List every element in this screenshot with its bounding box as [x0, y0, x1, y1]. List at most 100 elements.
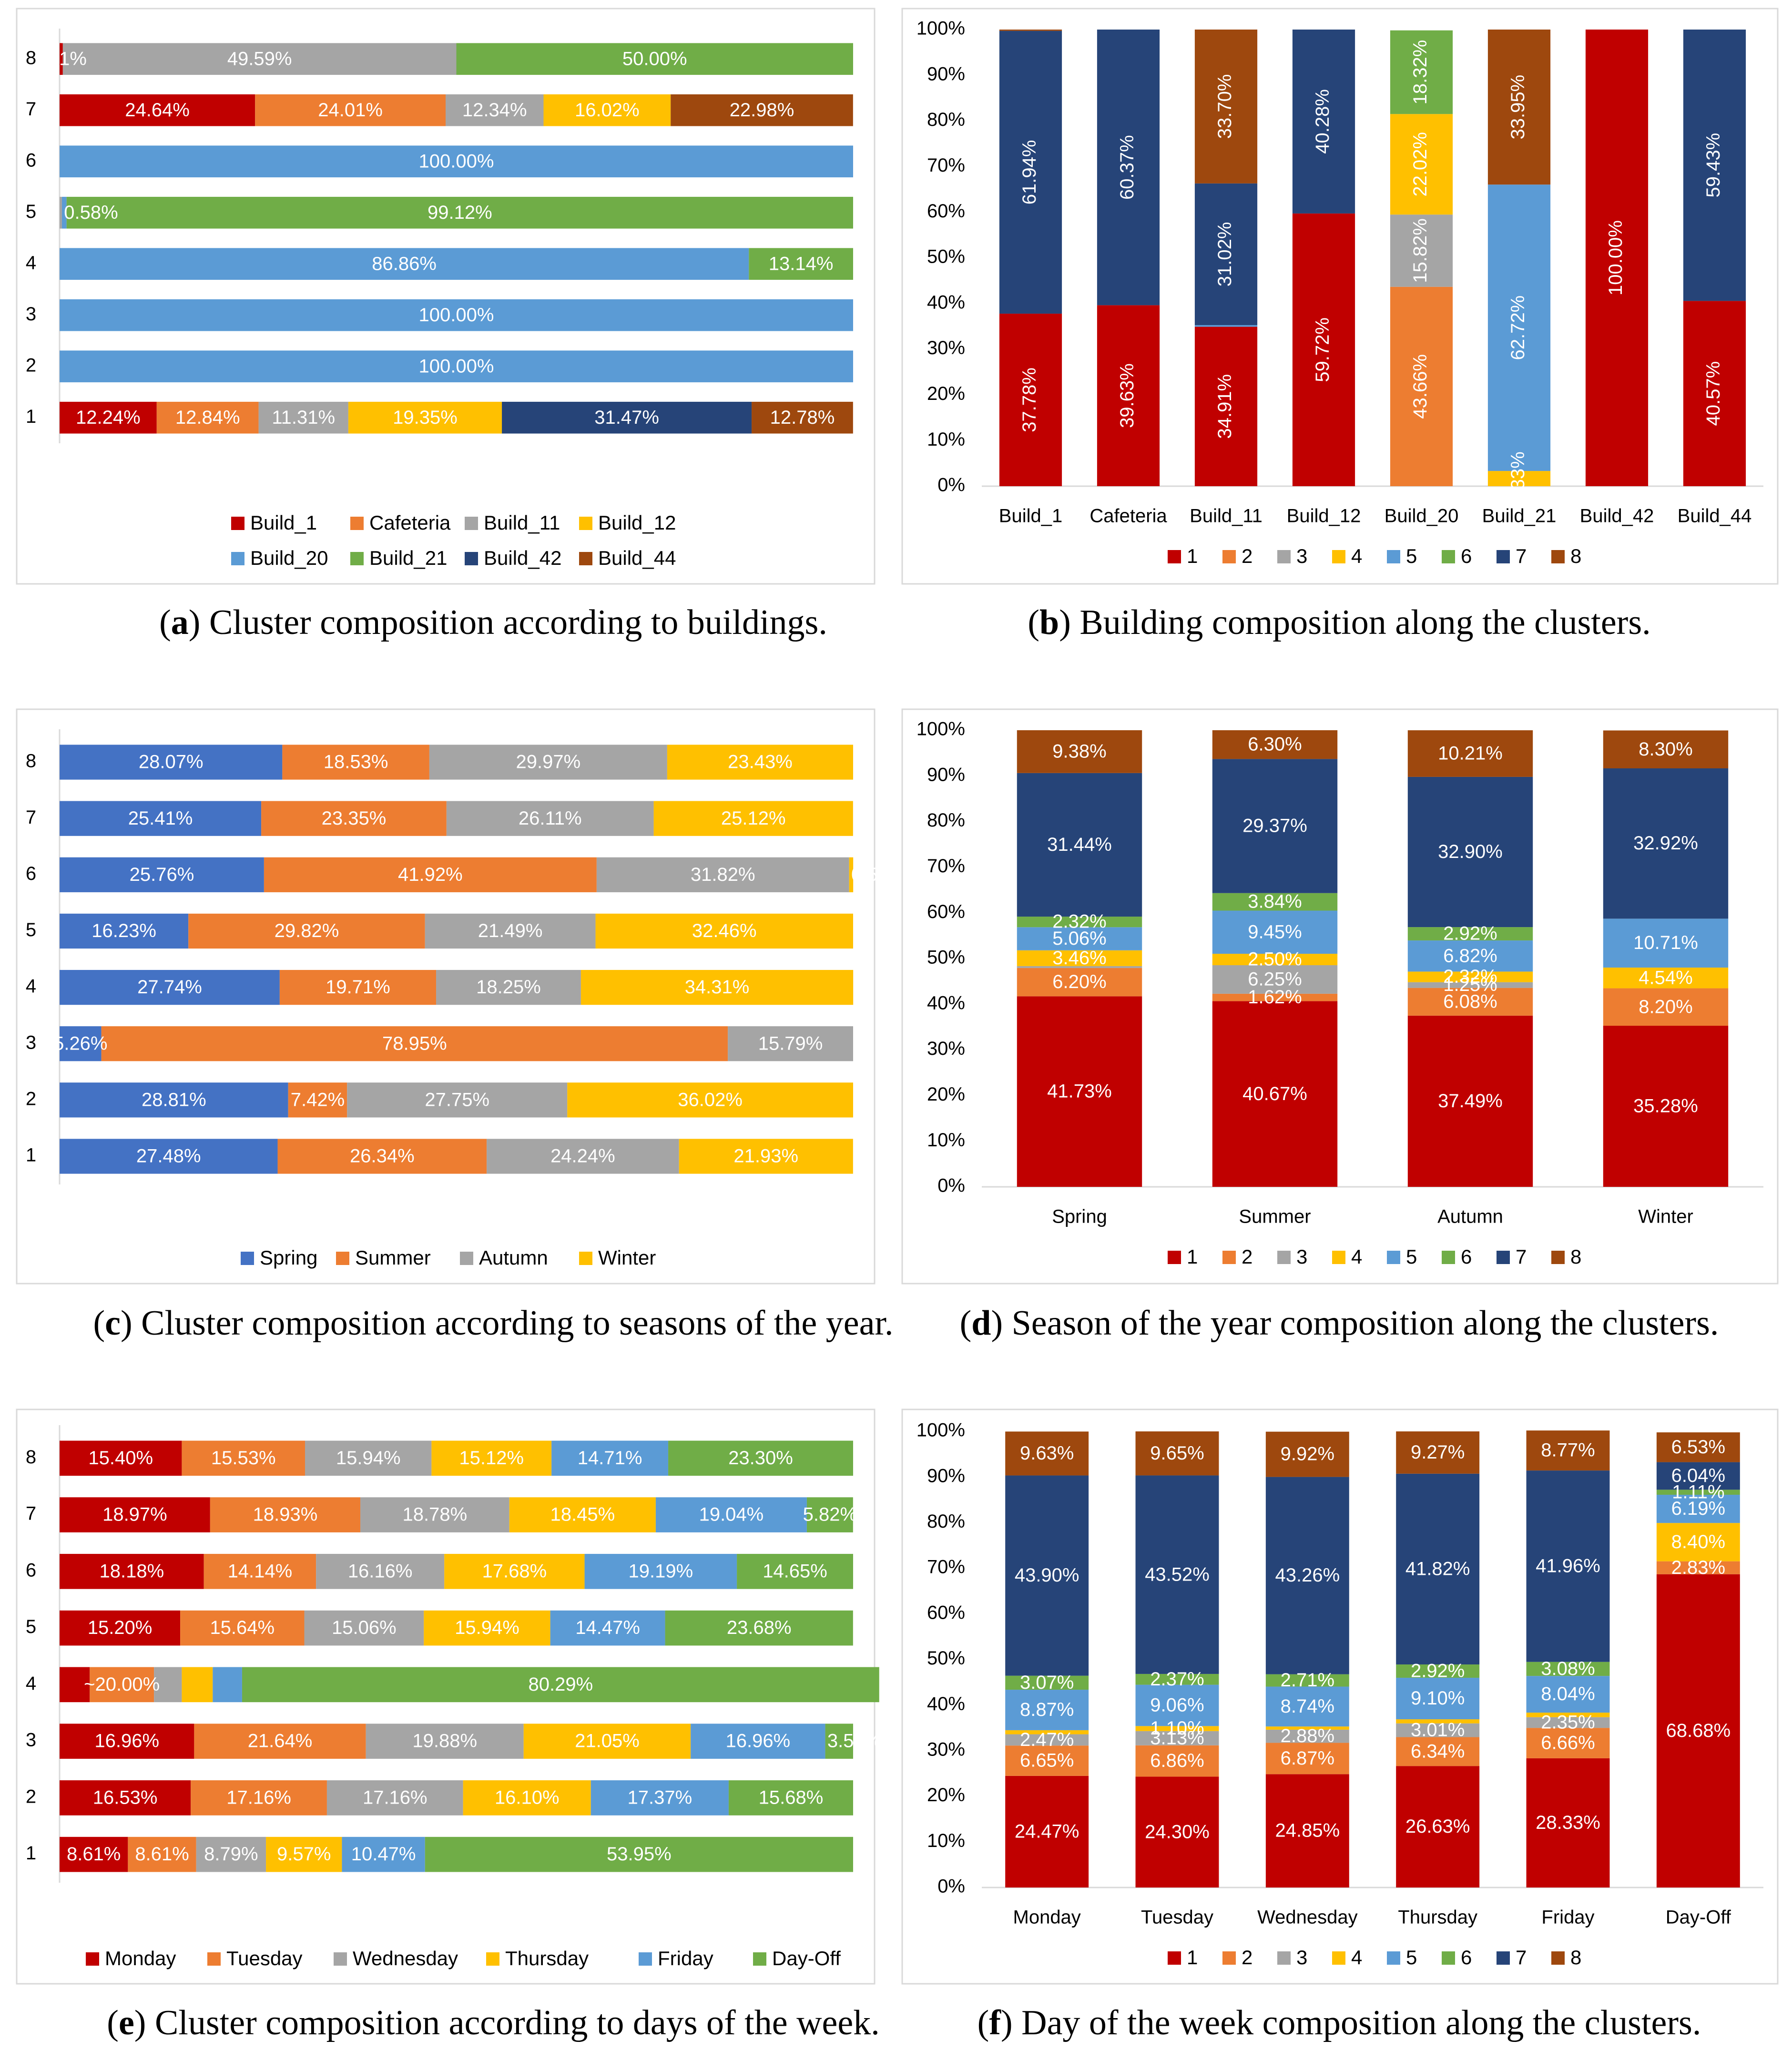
y-tick-label: 1 — [26, 1145, 36, 1166]
caption-paren: ( — [960, 1304, 972, 1343]
caption-paren: ( — [93, 1304, 105, 1343]
bar-segment — [60, 1780, 191, 1816]
data-label: 2.83% — [1671, 1557, 1725, 1578]
bar-segment — [543, 94, 671, 126]
data-label: 16.10% — [495, 1787, 560, 1808]
legend-swatch — [1277, 1951, 1291, 1965]
legend-item: 5 — [1387, 545, 1417, 567]
data-label: 32.92% — [1633, 833, 1698, 854]
data-label: 14.14% — [228, 1561, 293, 1581]
data-label: 2.37% — [1150, 1669, 1204, 1690]
legend-swatch — [579, 1252, 592, 1265]
bar-segment — [60, 1440, 182, 1476]
y-tick-label: 90% — [927, 1465, 965, 1486]
y-tick-label: 5 — [26, 919, 36, 940]
bar-segment — [1005, 1730, 1089, 1735]
bar-segment — [679, 1139, 853, 1174]
bar-segment — [1603, 730, 1729, 768]
bar-segment — [60, 196, 62, 229]
bar-segment — [1265, 1729, 1349, 1743]
data-label: 23.43% — [728, 752, 793, 773]
legend-label: 2 — [1242, 545, 1252, 567]
legend-label: 1 — [1187, 545, 1198, 567]
data-label: 2.92% — [1411, 1661, 1465, 1682]
chart-c: 1 27.48% 26.34% 24.24% 21.93% 2 28.81% 7.42% 27.… — [26, 729, 905, 1343]
legend-label: 6 — [1461, 545, 1472, 567]
caption-text: Cluster composition according to days of… — [146, 2003, 879, 2042]
legend-swatch — [334, 1952, 347, 1966]
data-label: 3.08% — [1541, 1658, 1595, 1679]
data-label: 43.26% — [1275, 1565, 1340, 1586]
legend-item: 8 — [1551, 545, 1581, 567]
bar-segment — [1396, 1723, 1480, 1737]
data-label: 9.45% — [1248, 921, 1302, 942]
bar-segment — [1407, 927, 1533, 941]
legend-item: 2 — [1222, 1946, 1252, 1969]
data-label: 34.31% — [685, 977, 750, 998]
bar-segment — [60, 299, 853, 331]
data-label: 17.37% — [627, 1787, 692, 1808]
bar-segment — [60, 1610, 181, 1646]
bar-segment — [1526, 1662, 1610, 1676]
bar-segment — [1656, 1523, 1740, 1561]
data-label: 18.25% — [476, 977, 541, 998]
bar-segment — [196, 1837, 266, 1872]
bar-segment — [326, 1780, 463, 1816]
legend-label: 5 — [1406, 545, 1417, 567]
bar-segment — [1212, 730, 1338, 759]
data-label: 8.40% — [1671, 1531, 1725, 1552]
data-label: 40.28% — [1312, 89, 1333, 154]
bar-segment — [258, 401, 348, 434]
bar-segment — [1526, 1676, 1610, 1713]
bar-segment — [1683, 301, 1746, 486]
bar-segment — [1656, 1561, 1740, 1574]
legend-swatch — [1277, 550, 1291, 563]
bar-segment — [1656, 1574, 1740, 1888]
bar-segment — [156, 401, 259, 434]
bar-segment — [60, 1497, 210, 1532]
bar-segment — [277, 1139, 487, 1174]
bar-segment — [316, 1554, 445, 1589]
bar-segment — [584, 1554, 737, 1589]
chart-d: 0% 10% 20% 30% 40% 50% 60% 70% 80% 90% 100% Spring 4… — [916, 719, 1763, 1343]
data-label: 99.12% — [428, 202, 492, 223]
x-tick-label: Build_1 — [999, 506, 1062, 527]
y-tick-label: 80% — [927, 1511, 965, 1532]
legend-item: 6 — [1442, 545, 1472, 567]
y-tick-label: 2 — [26, 1786, 36, 1807]
x-tick-label: Build_12 — [1287, 506, 1361, 527]
y-tick-label: 6 — [26, 863, 36, 884]
legend-item: 3 — [1277, 1946, 1307, 1969]
legend-swatch — [1332, 550, 1345, 563]
data-label: 2.92% — [1443, 923, 1497, 944]
data-label: 26.63% — [1405, 1816, 1470, 1837]
bar-segment — [1487, 30, 1551, 185]
bar-segment — [279, 969, 437, 1005]
caption-paren: ) — [121, 1304, 132, 1343]
data-label: 41.96% — [1536, 1555, 1600, 1576]
y-tick-label: 8 — [26, 751, 36, 772]
caption: (e) Cluster composition according to day… — [107, 2003, 879, 2042]
legend-swatch — [579, 517, 592, 530]
bar-segment — [60, 1554, 204, 1589]
bar-segment — [1194, 325, 1258, 327]
data-label: 43.66% — [1410, 354, 1431, 419]
y-tick-label: 100% — [916, 18, 965, 39]
legend-swatch — [1222, 1951, 1236, 1965]
data-label: 6.86% — [1150, 1750, 1204, 1771]
bar-segment — [1135, 1731, 1219, 1745]
y-tick-label: 30% — [927, 337, 965, 358]
caption: (c) Cluster composition according to sea… — [93, 1304, 894, 1343]
y-tick-label: 30% — [927, 1038, 965, 1059]
data-label: 5.82% — [803, 1504, 857, 1525]
bar-segment — [1526, 1470, 1610, 1662]
bar-segment — [1212, 965, 1338, 994]
bar-segment — [502, 401, 752, 434]
y-tick-label: 50% — [927, 947, 965, 968]
bar-segment — [60, 94, 255, 126]
legend-swatch — [241, 1252, 254, 1265]
bar-segment — [1005, 1734, 1089, 1746]
y-tick-label: 0% — [937, 1876, 965, 1897]
caption-paren: ) — [134, 2003, 146, 2042]
bar-segment — [1656, 1495, 1740, 1523]
